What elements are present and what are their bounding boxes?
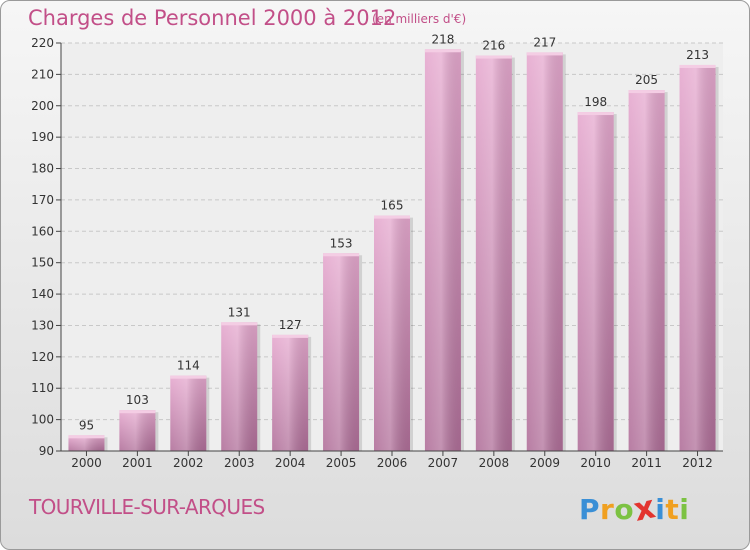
y-tick-label: 140 [31, 287, 54, 301]
y-tick-label: 90 [39, 444, 54, 458]
y-tick-label: 200 [31, 99, 54, 113]
bar-highlight [221, 322, 258, 451]
bar-top-edge [577, 112, 614, 116]
bar-top-edge [170, 375, 207, 379]
x-tick-label: 2002 [173, 456, 204, 470]
x-tick-label: 2005 [326, 456, 357, 470]
bar-value-label: 103 [126, 393, 149, 407]
bar-value-label: 114 [177, 359, 200, 373]
bar-highlight [424, 49, 461, 452]
y-tick-label: 210 [31, 67, 54, 81]
x-tick-label: 2000 [71, 456, 102, 470]
y-tick-label: 100 [31, 413, 54, 427]
bar-value-label: 205 [635, 73, 658, 87]
bar-highlight [272, 334, 309, 451]
bar-value-label: 127 [279, 318, 302, 332]
bar-top-edge [323, 253, 360, 257]
bar-top-edge [526, 52, 563, 56]
bar-top-edge [424, 49, 461, 53]
logo-letter: P [579, 493, 601, 526]
x-tick-label: 2004 [275, 456, 306, 470]
x-tick-label: 2006 [377, 456, 408, 470]
logo-letter: i [679, 493, 690, 526]
bar-top-edge [68, 435, 105, 439]
chart-unit: (en milliers d'€) [372, 12, 467, 26]
commune-name: TOURVILLE-SUR-ARQUES [29, 495, 265, 519]
y-tick-label: 190 [31, 130, 54, 144]
bar-value-label: 95 [79, 418, 94, 432]
y-tick-label: 110 [31, 381, 54, 395]
y-tick-label: 180 [31, 162, 54, 176]
axes: 90 100 110 120 130 140 150 160 170 180 190 200 210 22… [31, 36, 723, 470]
y-tick-label: 120 [31, 350, 54, 364]
proxiti-logo: Proxiti [579, 487, 690, 529]
logo-letter: t [665, 493, 680, 526]
y-tick-label: 170 [31, 193, 54, 207]
bar-highlight [628, 90, 665, 452]
x-tick-label: 2001 [122, 456, 153, 470]
bars: 95 103 114 131 127 153 165 218 216 217 198 205 213 [68, 32, 719, 452]
bar-value-label: 217 [533, 35, 556, 49]
bar-value-label: 216 [482, 39, 505, 53]
x-tick-label: 2009 [529, 456, 560, 470]
x-tick-label: 2008 [479, 456, 510, 470]
bar-top-edge [374, 215, 410, 219]
bar-highlight [475, 55, 512, 452]
x-tick-label: 2012 [682, 456, 713, 470]
logo-letter: o [614, 493, 635, 526]
bar-highlight [374, 215, 410, 451]
bar-top-edge [475, 55, 512, 59]
logo-letter: r [600, 493, 615, 526]
bar-value-label: 153 [330, 236, 353, 250]
bar-value-label: 213 [686, 48, 709, 62]
bar-highlight [577, 112, 614, 452]
bar-highlight [323, 253, 360, 451]
x-tick-label: 2010 [580, 456, 611, 470]
bar-top-edge [272, 334, 309, 338]
x-tick-label: 2011 [631, 456, 662, 470]
x-tick-label: 2007 [428, 456, 459, 470]
bar-top-edge [221, 322, 258, 326]
x-tick-label: 2003 [224, 456, 255, 470]
y-tick-label: 130 [31, 318, 54, 332]
bar-highlight [170, 375, 207, 451]
bar-value-label: 131 [228, 305, 251, 319]
logo-letter: i [655, 493, 666, 526]
y-tick-label: 220 [31, 36, 54, 50]
bar-highlight [679, 64, 716, 451]
bar-value-label: 198 [584, 95, 607, 109]
bar-highlight [68, 435, 105, 451]
bar-top-edge [119, 410, 156, 414]
bar-highlight [119, 410, 156, 451]
y-tick-label: 160 [31, 224, 54, 238]
bar-top-edge [679, 64, 716, 68]
bar-top-edge [628, 90, 665, 94]
bar-value-label: 218 [431, 32, 454, 46]
bar-highlight [526, 52, 563, 452]
bar-value-label: 165 [381, 199, 404, 213]
y-tick-label: 150 [31, 256, 54, 270]
chart-title: Charges de Personnel 2000 à 2012 [28, 6, 397, 30]
